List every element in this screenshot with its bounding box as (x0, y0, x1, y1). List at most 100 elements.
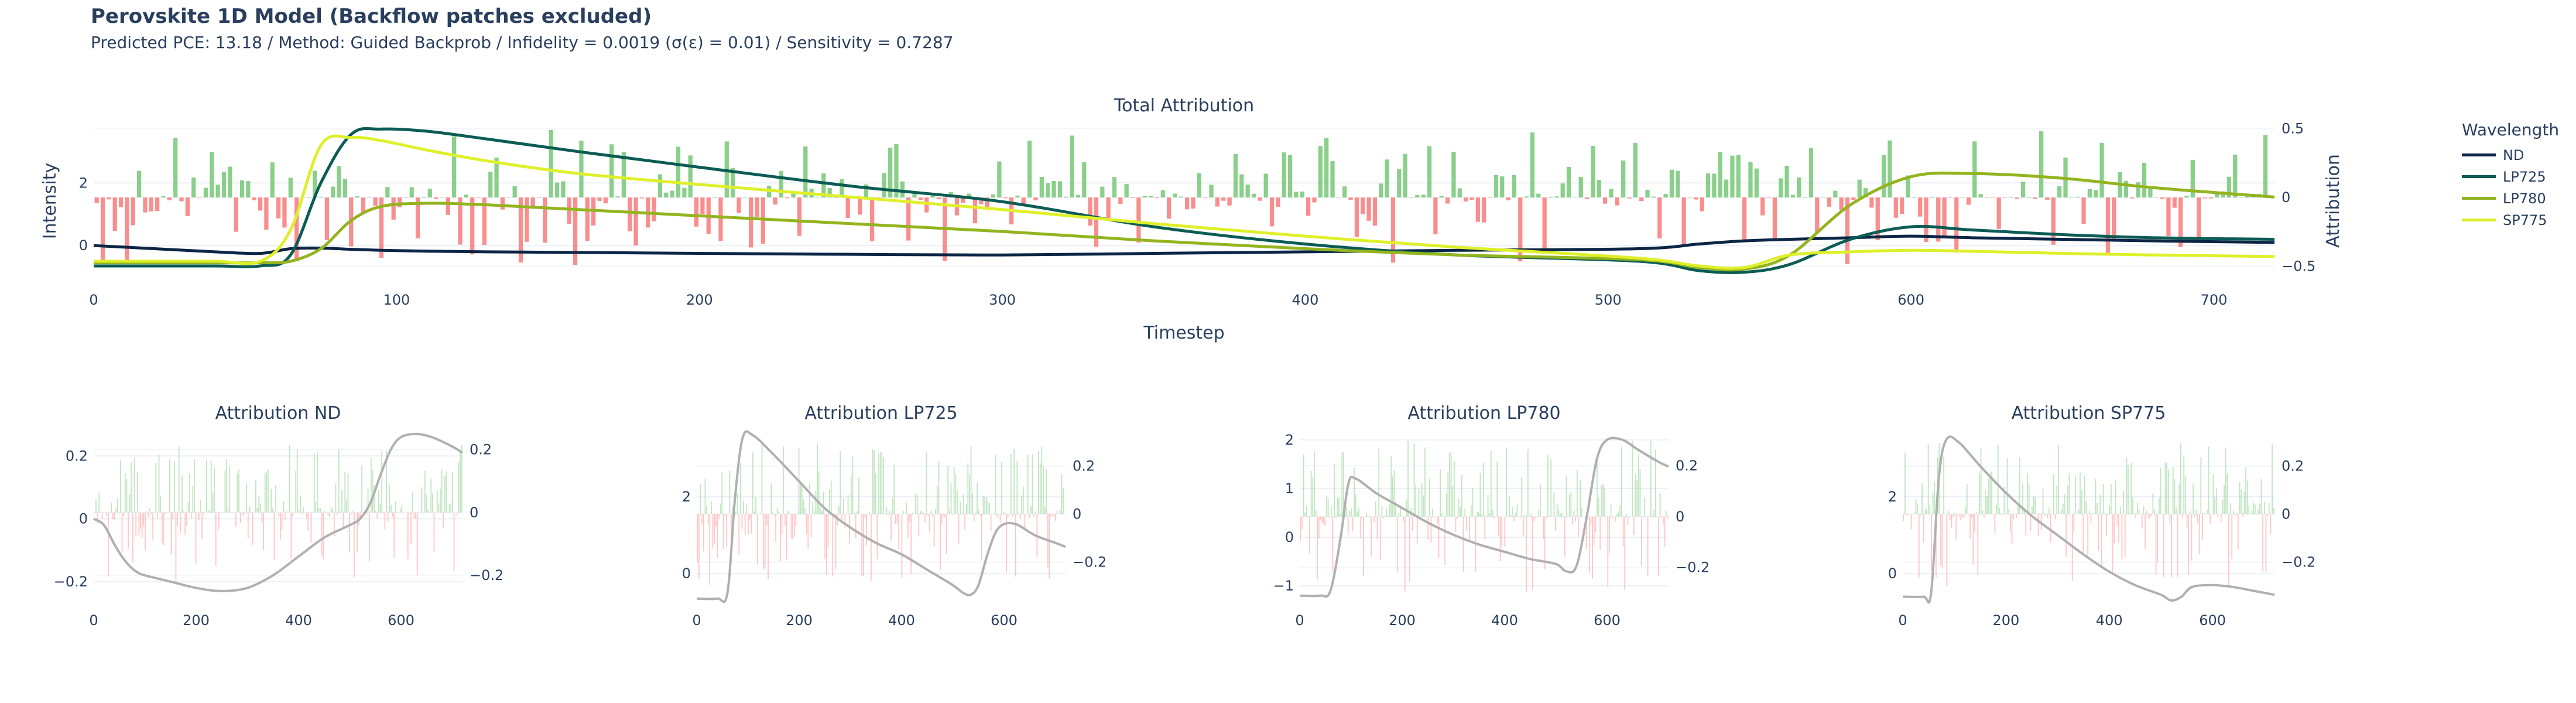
legend-item-nd[interactable]: ND (2462, 144, 2559, 166)
attribution-bar (1975, 512, 1977, 514)
attribution-bar (294, 197, 299, 261)
attribution-bar (1130, 197, 1135, 198)
attribution-bar (453, 512, 455, 571)
attribution-bar (1445, 493, 1447, 517)
attribution-bar (1615, 197, 1619, 206)
attribution-bar (1032, 454, 1033, 514)
x-tick-label: 600 (991, 612, 1018, 629)
attribution-bar (1984, 197, 1989, 198)
attribution-bar (2102, 484, 2104, 514)
attribution-bar (1355, 494, 1356, 517)
attribution-bar (1403, 516, 1405, 521)
x-tick-label: 400 (285, 612, 312, 629)
attribution-bar (1966, 197, 1971, 205)
attribution-bar (763, 514, 765, 570)
attribution-bar (748, 514, 749, 535)
attribution-bar (330, 507, 332, 513)
legend-item-sp775[interactable]: SP775 (2462, 209, 2559, 231)
attribution-bar (1943, 457, 1945, 514)
attribution-bar (873, 450, 875, 514)
attribution-bar (2272, 444, 2273, 514)
attribution-bar (115, 508, 117, 513)
legend-item-lp780[interactable]: LP780 (2462, 187, 2559, 209)
x-tick-label: 200 (686, 292, 713, 308)
attribution-bar (1991, 471, 1993, 514)
attribution-bar (579, 141, 584, 198)
attribution-bar (177, 512, 178, 526)
attribution-bar (999, 514, 1001, 523)
legend-item-lp725[interactable]: LP725 (2462, 166, 2559, 187)
attribution-bar (482, 197, 487, 245)
attribution-bar (2198, 514, 2200, 554)
y-tick-label: 2 (1285, 432, 1294, 448)
attribution-bar (543, 197, 547, 243)
attribution-bar (1427, 516, 1429, 540)
attribution-bar (821, 173, 826, 198)
attribution-bar (1445, 197, 1450, 204)
attribution-bar (1533, 516, 1535, 521)
attribution-bar (2015, 197, 2019, 199)
attribution-bar (1373, 516, 1375, 523)
attribution-bar (761, 197, 765, 244)
attribution-bar (190, 512, 192, 518)
attribution-bar (729, 470, 731, 514)
attribution-bar (1398, 513, 1400, 517)
attribution-bar (2087, 514, 2089, 556)
attribution-bar (1460, 507, 1461, 517)
attribution-bar (721, 472, 723, 514)
attribution-bar (781, 514, 783, 535)
attribution-bar (787, 510, 789, 514)
attribution-bar (1965, 507, 1967, 514)
attribution-bar (403, 197, 408, 198)
attribution-bar (770, 483, 772, 514)
attribution-bar (1363, 516, 1364, 576)
attribution-bar (352, 511, 354, 513)
legend-swatch (2462, 175, 2496, 178)
attribution-bar (148, 512, 149, 517)
attribution-bar (715, 514, 717, 527)
attribution-bar (246, 181, 251, 198)
panel-title: Attribution SP775 (2012, 403, 2166, 424)
attribution-bar (903, 511, 904, 514)
attribution-bar (825, 514, 827, 575)
attribution-bar (1282, 152, 1286, 198)
attribution-bar (2155, 514, 2157, 576)
attribution-bar (161, 512, 163, 543)
attribution-bar (1657, 197, 1662, 238)
attribution-bar (185, 197, 190, 216)
attribution-bar (846, 514, 847, 515)
attribution-bar (2020, 514, 2022, 515)
attribution-bar (2140, 514, 2141, 515)
y2-tick-label: −0.5 (2282, 258, 2315, 275)
attribution-bar (573, 197, 578, 265)
attribution-bar (852, 456, 854, 514)
attribution-bar (431, 493, 433, 513)
attribution-bar (2008, 509, 2010, 514)
attribution-bar (288, 178, 293, 198)
attribution-bar (773, 514, 775, 516)
attribution-bar (1595, 516, 1597, 533)
attribution-bar (761, 443, 763, 514)
y2-tick-label: 0 (2282, 506, 2290, 523)
attribution-bar (1457, 188, 1462, 198)
attribution-bar (1055, 514, 1056, 521)
attribution-bar (1992, 514, 1994, 515)
attribution-bar (2077, 514, 2078, 515)
y2-tick-label: 0.5 (2282, 121, 2304, 137)
attribution-bar (111, 503, 112, 513)
attribution-bar (1379, 516, 1381, 560)
attribution-bar (1493, 516, 1495, 519)
attribution-bar (1917, 503, 1919, 514)
attribution-bar (1957, 514, 1958, 515)
attribution-bar (252, 512, 254, 545)
attribution-bar (1597, 460, 1598, 517)
attribution-bar (1307, 516, 1309, 517)
attribution-bar (1498, 516, 1499, 537)
attribution-bar (184, 512, 186, 535)
attribution-bar (1024, 514, 1026, 530)
attribution-bar (910, 514, 912, 574)
attribution-bar (2009, 514, 2011, 532)
attribution-bar (806, 514, 807, 534)
attribution-bar (458, 197, 463, 245)
